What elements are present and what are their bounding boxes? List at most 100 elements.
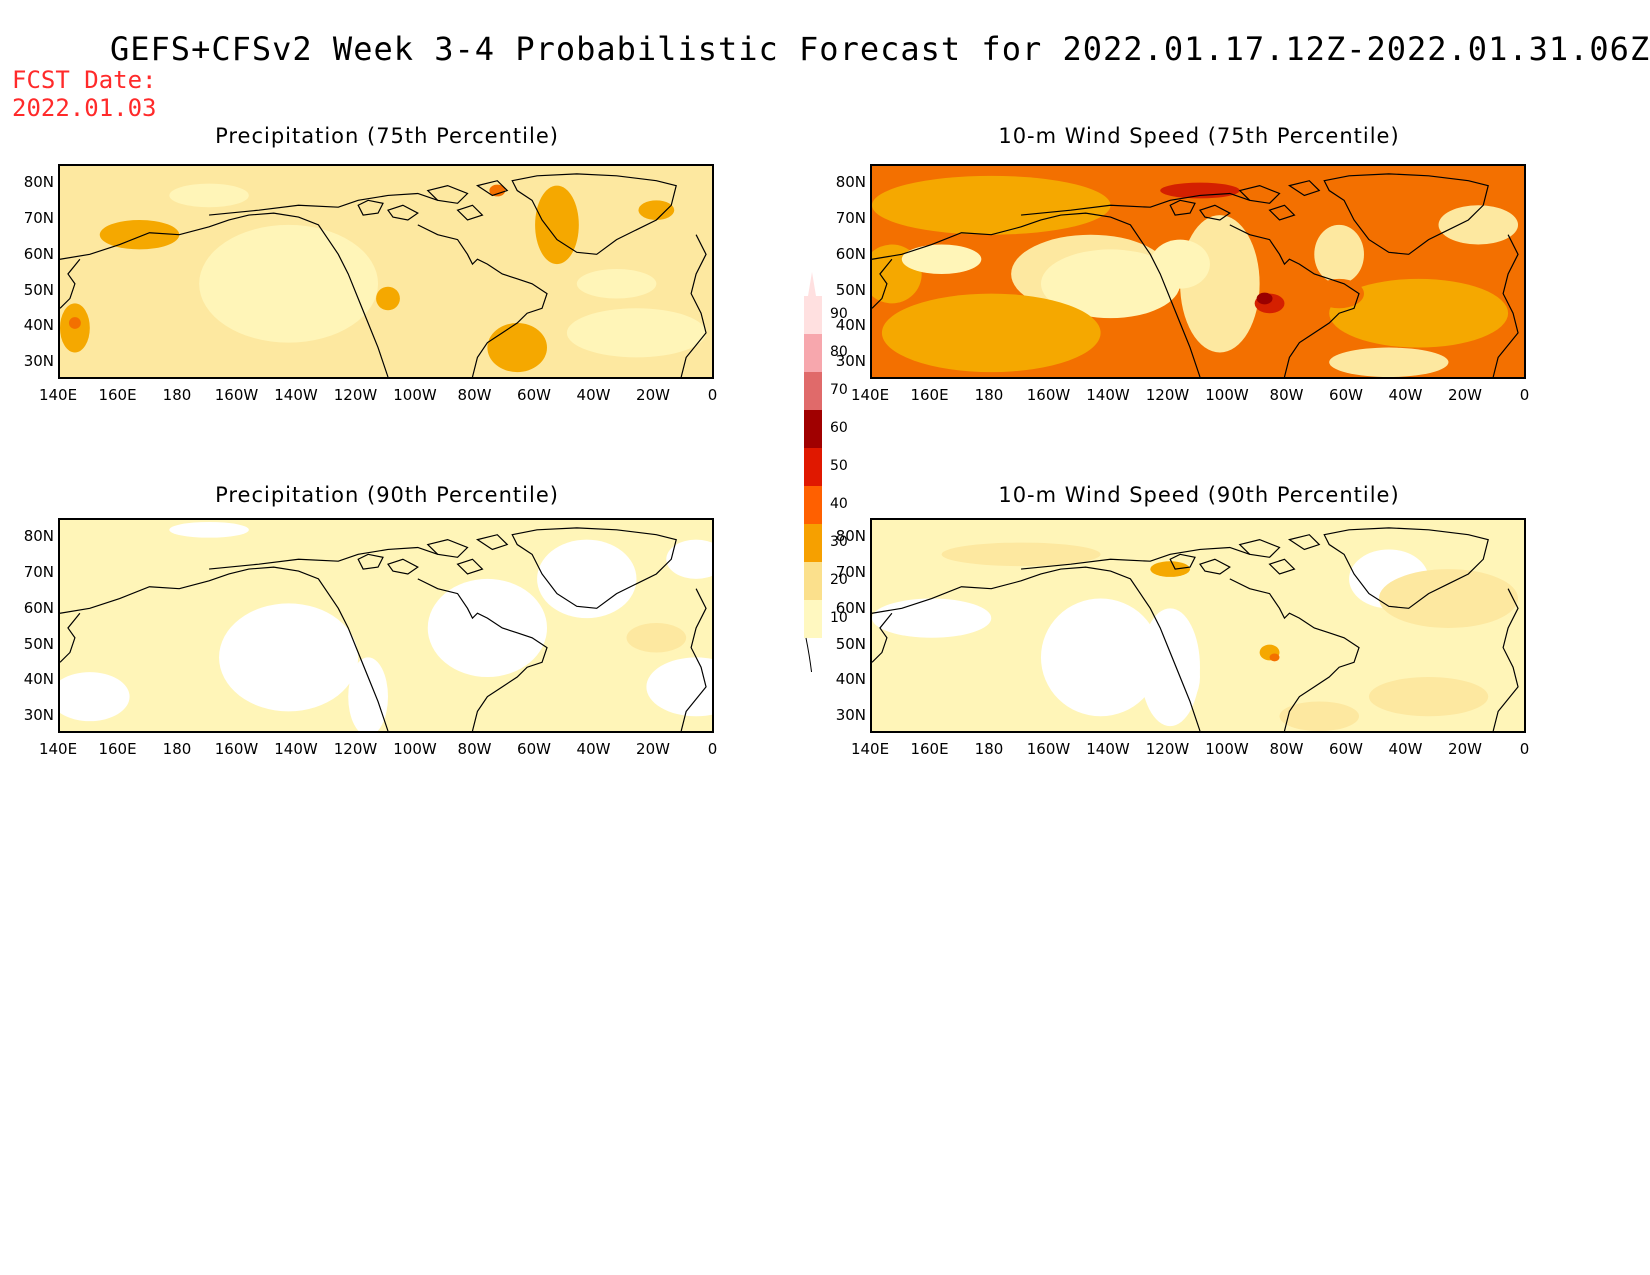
lat-label: 80N [835,173,866,191]
lat-label: 30N [835,352,866,370]
colorbar-label: 60 [830,420,848,436]
probability-patch [1150,561,1191,577]
coastline [426,539,469,558]
colorbar-label: 10 [830,610,848,626]
lon-label: 140W [274,740,318,758]
coastline [387,204,419,221]
coastline [209,192,438,216]
lon-label: 140W [1086,740,1130,758]
lon-label: 120W [333,740,378,758]
probability-patch [376,286,400,311]
coastline [357,199,384,216]
coastline [387,558,419,575]
lat-label: 50N [23,281,54,299]
lat-label: 80N [23,527,54,545]
coastline [60,612,81,663]
lon-label: 0 [1519,386,1530,404]
lon-label: 20W [636,386,670,404]
lat-label: 50N [23,635,54,653]
probability-patch [941,542,1101,567]
probability-patch [60,672,130,722]
probability-patch [1329,278,1509,348]
probability-patch [1040,249,1181,319]
coastline [417,578,548,731]
probability-patch [1256,292,1273,305]
map-field [872,166,1524,377]
lon-label: 160W [214,386,259,404]
probability-patch [99,219,180,250]
lat-label: 60N [23,599,54,617]
lat-label: 30N [835,706,866,724]
colorbar-bottom-tick [805,637,813,672]
coastline [1199,204,1231,221]
lat-label: 40N [23,670,54,688]
coastline [872,566,1201,731]
colorbar-segment [804,372,822,410]
coastline [1268,204,1296,221]
coastline [1287,534,1321,551]
coastline [60,258,81,309]
lat-label: 70N [835,563,866,581]
colorbar-segment [804,600,822,638]
lon-label: 160E [910,386,949,404]
probability-patch [666,539,712,579]
lon-label: 60W [1329,386,1363,404]
coastline [357,553,384,570]
probability-patch [901,244,982,274]
fcst-date-label: FCST Date: [12,66,157,94]
coastline [475,180,509,197]
lon-label: 140E [850,386,890,404]
coastline [1169,199,1196,216]
lat-label: 40N [835,670,866,688]
lon-label: 180 [162,386,192,404]
probability-patch [348,657,388,731]
lon-label: 160E [98,740,137,758]
lon-label: 0 [1519,740,1530,758]
lat-label: 80N [835,527,866,545]
probability-patch [1378,569,1519,628]
lat-label: 40N [23,316,54,334]
lon-label: 80W [457,740,492,758]
coastline [1492,588,1519,731]
lon-label: 100W [1205,386,1249,404]
probability-patch [646,657,712,717]
colorbar-label: 50 [830,458,848,474]
probability-patch [576,269,657,299]
panel-title-precip-75: Precipitation (75th Percentile) [215,124,559,148]
lat-label: 60N [835,245,866,263]
colorbar-segment [804,486,822,524]
coastline [60,212,389,377]
colorbar-label: 40 [830,496,848,512]
probability-patch [1269,653,1280,662]
map-field [872,520,1524,731]
lon-label: 40W [576,386,611,404]
probability-patch [535,185,579,265]
map-wind-75 [870,164,1526,379]
coastline [511,527,677,609]
coastline [680,588,707,731]
coastline [60,566,389,731]
panel-title-wind-90: 10-m Wind Speed (90th Percentile) [998,483,1400,507]
probability-patch [1368,677,1489,717]
coastline [1287,180,1321,197]
fcst-date-value: 2022.01.03 [12,94,157,122]
lon-label: 140E [38,740,78,758]
coastline [872,258,893,309]
probability-patch [427,578,548,678]
lon-label: 100W [1205,740,1249,758]
lat-label: 60N [835,599,866,617]
lat-label: 60N [23,245,54,263]
map-wind-90 [870,518,1526,733]
probability-patch [489,184,506,197]
lon-label: 40W [576,740,611,758]
probability-patch [1314,224,1364,284]
panel-title-precip-90: Precipitation (90th Percentile) [215,483,559,507]
figure-title: GEFS+CFSv2 Week 3-4 Probabilistic Foreca… [110,30,1650,68]
lon-label: 0 [707,386,718,404]
colorbar-label: 70 [830,382,848,398]
lon-label: 140W [1086,386,1130,404]
coastline [1199,558,1231,575]
coastline [1169,553,1196,570]
lon-label: 80W [1269,386,1304,404]
colorbar-label: 20 [830,572,848,588]
